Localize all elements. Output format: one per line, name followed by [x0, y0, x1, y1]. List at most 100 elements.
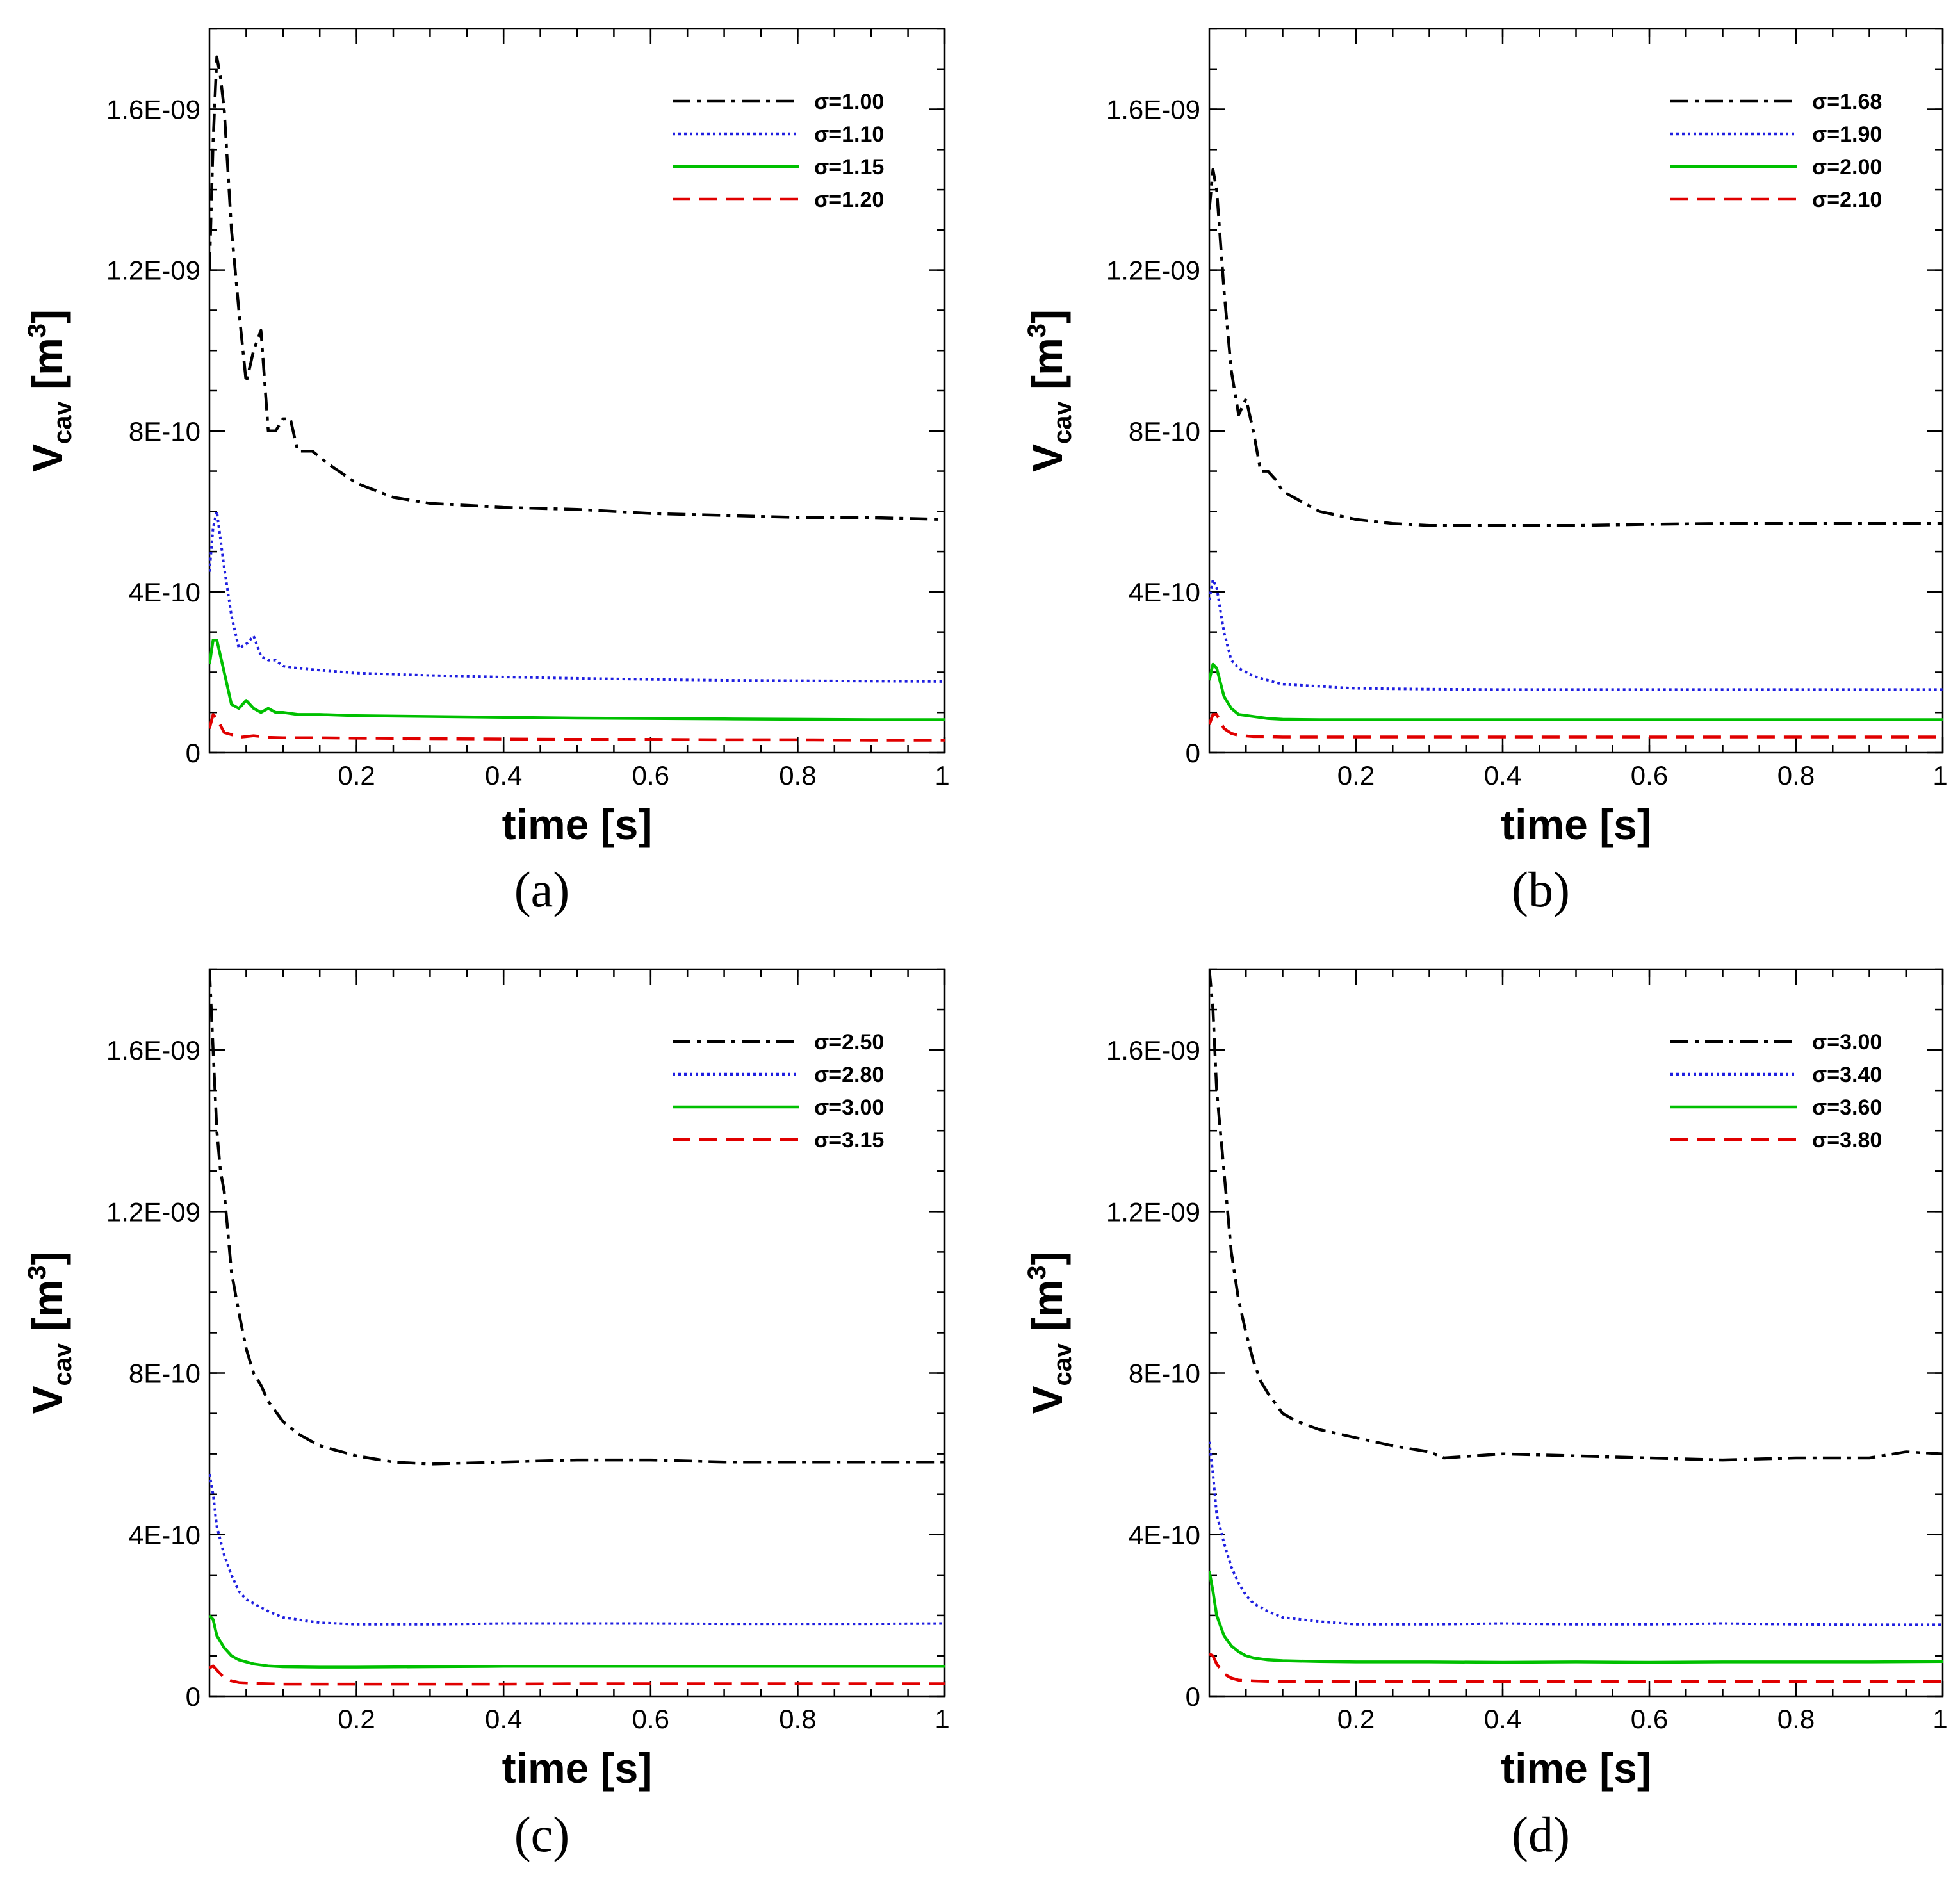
x-tick-label: 0.6: [1631, 1704, 1668, 1734]
legend-label: σ=3.40: [1812, 1063, 1882, 1087]
x-tick-label: 1: [1932, 1704, 1947, 1734]
y-axis-subscript: cav: [49, 1343, 77, 1386]
y-axis-title: Vcav [m3]: [23, 309, 77, 472]
y-tick-label: 0: [1186, 738, 1200, 768]
legend-label: σ=2.80: [814, 1063, 884, 1087]
series-line-3: [1209, 1652, 1943, 1683]
legend-label: σ=3.00: [814, 1095, 884, 1120]
y-axis-symbol: V: [24, 444, 71, 472]
series-line-0: [209, 55, 945, 521]
series-line-3: [209, 1664, 945, 1686]
panel-label: (c): [514, 1806, 570, 1862]
y-tick-label: 8E-10: [1129, 416, 1200, 446]
series-line-2: [1209, 662, 1943, 721]
legend-label: σ=3.60: [1812, 1095, 1882, 1120]
series-line-1: [1209, 1441, 1943, 1626]
x-tick-label: 0.4: [485, 1704, 522, 1734]
legend-label: σ=3.80: [1812, 1128, 1882, 1152]
legend-label: σ=1.90: [1812, 122, 1882, 147]
x-tick-label: 0.4: [485, 760, 522, 790]
y-axis-subscript: cav: [1049, 400, 1077, 443]
y-axis-symbol: V: [24, 1386, 71, 1414]
series-line-2: [1209, 1571, 1943, 1664]
x-tick-label: 1: [1932, 760, 1947, 790]
y-axis-superscript: 3: [1023, 323, 1051, 338]
series-line-2: [209, 638, 945, 721]
y-axis-unit-close: ]: [24, 309, 71, 323]
x-tick-label: 0.6: [1631, 760, 1668, 790]
x-tick-label: 0.8: [779, 760, 816, 790]
y-tick-label: 1.2E-09: [1106, 256, 1200, 286]
y-tick-label: 8E-10: [129, 416, 200, 446]
y-axis-subscript: cav: [49, 400, 77, 443]
panel-label: (b): [1512, 862, 1570, 917]
panel-label: (a): [514, 862, 570, 917]
chart-panel-d: 0 4E-10 8E-10 1.2E-09 1.6E-09 0.2 0.4 0.6 0.8 1 ti…: [1023, 968, 1948, 1862]
series-line-0: [1209, 168, 1943, 527]
y-axis-unit-close: ]: [1024, 1251, 1071, 1265]
x-axis-title: time [s]: [1501, 1744, 1651, 1792]
legend-label: σ=1.68: [1812, 90, 1882, 114]
series-line-2: [209, 1614, 945, 1669]
series-line-0: [1209, 969, 1943, 1462]
y-axis-unit-open: [m: [1024, 338, 1071, 401]
y-axis-symbol: V: [1024, 1386, 1071, 1414]
y-axis-unit-open: [m: [24, 1280, 71, 1343]
x-tick-label: 1: [935, 1704, 949, 1734]
x-tick-label: 0.2: [1337, 760, 1375, 790]
panel-label: (d): [1512, 1806, 1570, 1862]
y-axis-subscript: cav: [1049, 1343, 1077, 1386]
legend-label: σ=1.00: [814, 90, 884, 114]
y-axis-title: Vcav [m3]: [1023, 309, 1077, 472]
x-tick-label: 0.8: [779, 1704, 816, 1734]
chart-panel-b: 0 4E-10 8E-10 1.2E-09 1.6E-09 0.2 0.4 0.6 0.8 1 ti…: [1023, 28, 1948, 917]
y-tick-label: 1.2E-09: [106, 1197, 200, 1227]
x-tick-label: 0.2: [1337, 1704, 1375, 1734]
series-line-1: [209, 510, 945, 683]
legend-label: σ=3.00: [1812, 1030, 1882, 1054]
y-axis-superscript: 3: [1023, 1265, 1051, 1279]
series-line-3: [209, 713, 945, 742]
legend-label: σ=1.20: [814, 188, 884, 212]
y-tick-label: 4E-10: [1129, 1520, 1200, 1550]
series-line-1: [209, 1473, 945, 1626]
y-tick-label: 1.6E-09: [1106, 95, 1200, 125]
y-tick-label: 1.2E-09: [1106, 1197, 1200, 1227]
legend-label: σ=1.15: [814, 155, 884, 179]
legend-label: σ=3.15: [814, 1128, 884, 1152]
y-axis-unit-close: ]: [1024, 309, 1071, 323]
y-tick-label: 4E-10: [1129, 577, 1200, 607]
y-axis-symbol: V: [1024, 444, 1071, 472]
y-tick-label: 0: [186, 1682, 200, 1712]
x-tick-label: 0.2: [338, 760, 375, 790]
y-axis-superscript: 3: [23, 323, 51, 338]
x-axis-title: time [s]: [502, 801, 653, 848]
y-tick-label: 1.6E-09: [106, 1035, 200, 1065]
legend-label: σ=2.00: [1812, 155, 1882, 179]
x-axis-title: time [s]: [502, 1744, 653, 1792]
y-tick-label: 1.6E-09: [106, 95, 200, 125]
x-tick-label: 0.4: [1484, 1704, 1521, 1734]
y-tick-label: 8E-10: [1129, 1359, 1200, 1389]
y-tick-label: 0: [186, 738, 200, 768]
y-tick-label: 4E-10: [129, 577, 200, 607]
x-tick-label: 1: [935, 760, 949, 790]
y-tick-label: 4E-10: [129, 1520, 200, 1550]
legend-label: σ=2.50: [814, 1030, 884, 1054]
x-tick-label: 0.2: [338, 1704, 375, 1734]
x-tick-label: 0.6: [632, 760, 669, 790]
x-tick-label: 0.8: [1777, 760, 1815, 790]
chart-panel-a: 0 4E-10 8E-10 1.2E-09 1.6E-09 0.2 0.4 0.6 0.8 1 ti…: [23, 28, 950, 917]
y-axis-unit-close: ]: [24, 1251, 71, 1265]
series-line-0: [209, 969, 945, 1466]
y-axis-unit-open: [m: [24, 338, 71, 401]
y-axis-superscript: 3: [23, 1265, 51, 1279]
x-tick-label: 0.6: [632, 1704, 669, 1734]
y-axis-title: Vcav [m3]: [1023, 1251, 1077, 1414]
y-tick-label: 1.6E-09: [1106, 1035, 1200, 1065]
x-tick-label: 0.8: [1777, 1704, 1815, 1734]
y-tick-label: 1.2E-09: [106, 256, 200, 286]
series-line-3: [1209, 713, 1943, 739]
legend-label: σ=1.10: [814, 122, 884, 147]
